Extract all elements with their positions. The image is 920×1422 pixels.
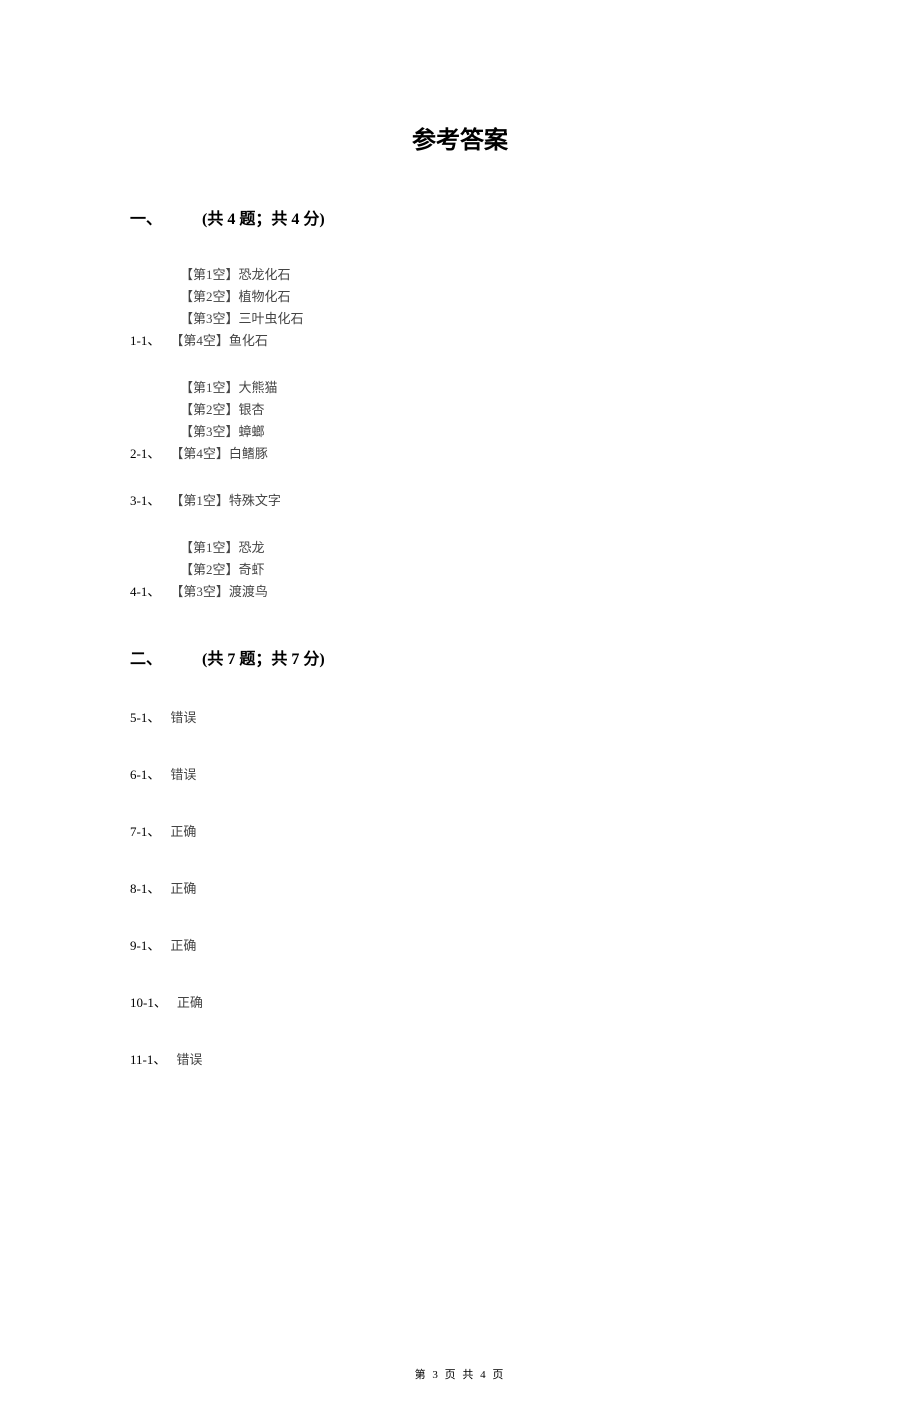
answer-line: 【第3空】三叶虫化石	[180, 308, 920, 330]
answer-number: 1-1、	[130, 330, 160, 349]
simple-answer-8: 8-1、 正确	[130, 878, 920, 897]
answer-line: 【第1空】大熊猫	[180, 377, 920, 399]
answer-number: 6-1、	[130, 764, 160, 783]
answer-number: 11-1、	[130, 1049, 166, 1068]
answer-line: 【第4空】白鳍豚	[170, 443, 268, 462]
answer-text: 正确	[170, 878, 196, 897]
page-footer: 第 3 页 共 4 页	[0, 1366, 920, 1382]
answer-number: 3-1、	[130, 490, 160, 509]
answer-group-4: 【第1空】恐龙 【第2空】奇虾 4-1、 【第3空】渡渡鸟	[130, 537, 920, 600]
answer-line: 【第1空】恐龙	[180, 537, 920, 559]
answer-text: 错误	[170, 707, 196, 726]
simple-answer-11: 11-1、 错误	[130, 1049, 920, 1068]
answer-number: 4-1、	[130, 581, 160, 600]
answer-text: 错误	[170, 764, 196, 783]
section-2-header: 二、 (共 7 题；共 7 分)	[130, 645, 920, 669]
answer-text: 正确	[170, 935, 196, 954]
answer-number: 7-1、	[130, 821, 160, 840]
answer-line: 【第2空】奇虾	[180, 559, 920, 581]
simple-answer-7: 7-1、 正确	[130, 821, 920, 840]
section-1-header: 一、 (共 4 题；共 4 分)	[130, 205, 920, 229]
answer-line: 【第2空】银杏	[180, 399, 920, 421]
answer-number: 10-1、	[130, 992, 167, 1011]
simple-answer-6: 6-1、 错误	[130, 764, 920, 783]
simple-answer-10: 10-1、 正确	[130, 992, 920, 1011]
page-title: 参考答案	[0, 120, 920, 155]
simple-answer-9: 9-1、 正确	[130, 935, 920, 954]
answer-text: 正确	[177, 992, 203, 1011]
answer-number: 8-1、	[130, 878, 160, 897]
answer-line: 【第4空】鱼化石	[170, 330, 268, 349]
answer-line: 【第1空】特殊文字	[170, 490, 281, 509]
simple-answer-5: 5-1、 错误	[130, 707, 920, 726]
answer-number: 2-1、	[130, 443, 160, 462]
answer-text: 错误	[176, 1049, 202, 1068]
answer-group-1: 【第1空】恐龙化石 【第2空】植物化石 【第3空】三叶虫化石 1-1、 【第4空…	[130, 264, 920, 349]
answer-group-2: 【第1空】大熊猫 【第2空】银杏 【第3空】蟑螂 2-1、 【第4空】白鳍豚	[130, 377, 920, 462]
answer-number: 5-1、	[130, 707, 160, 726]
answer-line: 【第2空】植物化石	[180, 286, 920, 308]
answer-text: 正确	[170, 821, 196, 840]
answer-line: 【第1空】恐龙化石	[180, 264, 920, 286]
answer-line: 【第3空】渡渡鸟	[170, 581, 268, 600]
answer-group-3: 3-1、 【第1空】特殊文字	[130, 490, 920, 509]
answer-line: 【第3空】蟑螂	[180, 421, 920, 443]
answer-number: 9-1、	[130, 935, 160, 954]
